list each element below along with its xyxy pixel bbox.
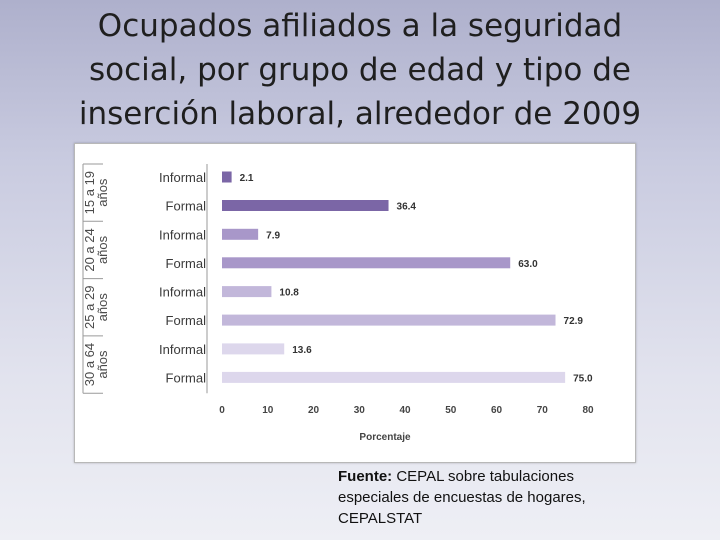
bar — [222, 228, 259, 240]
x-tick-label: 20 — [308, 405, 320, 416]
source-label: Fuente: — [338, 468, 393, 485]
bar — [222, 171, 232, 183]
x-axis-label: Porcentaje — [359, 432, 411, 443]
category-label: Formal — [166, 256, 207, 271]
source-text: CEPAL sobre tabulaciones especiales de e… — [338, 468, 586, 527]
x-tick-label: 30 — [354, 405, 366, 416]
bar — [222, 257, 511, 269]
bar — [222, 371, 566, 383]
data-label: 36.4 — [397, 202, 417, 213]
x-tick-label: 70 — [537, 405, 549, 416]
x-tick-label: 50 — [445, 405, 457, 416]
data-label: 10.8 — [279, 288, 299, 299]
data-label: 13.6 — [292, 345, 312, 356]
bar-chart: 15 a 19años Informal 2.1 Formal 36.4 20 a 24a… — [82, 163, 594, 443]
title-line-1: Ocupados afiliados a la seguridad — [97, 8, 623, 44]
data-label: 7.9 — [266, 230, 280, 241]
group-label: 30 a 64años — [82, 343, 110, 386]
bar — [222, 314, 556, 326]
data-label: 72.9 — [564, 316, 584, 327]
chart-panel: 15 a 19años Informal 2.1 Formal 36.4 20 a 24a… — [74, 143, 636, 463]
data-label: 63.0 — [518, 259, 538, 270]
group-label: 25 a 29años — [82, 286, 110, 329]
category-label: Formal — [166, 199, 207, 214]
x-tick-label: 0 — [219, 405, 225, 416]
title-line-2: social, por grupo de edad y tipo de — [88, 52, 631, 88]
bar — [222, 200, 389, 211]
x-tick-label: 80 — [582, 405, 594, 416]
x-tick-label: 60 — [491, 405, 503, 416]
bar — [222, 286, 272, 298]
category-label: Informal — [159, 342, 206, 357]
category-label: Informal — [159, 170, 206, 185]
group-label: 15 a 19años — [82, 171, 110, 214]
category-label: Formal — [166, 370, 207, 385]
data-label: 2.1 — [240, 173, 254, 184]
category-label: Formal — [166, 313, 207, 328]
data-label: 75.0 — [573, 373, 593, 384]
x-tick-label: 40 — [399, 405, 411, 416]
bar — [222, 343, 285, 355]
category-label: Informal — [159, 285, 206, 300]
x-tick-label: 10 — [262, 405, 274, 416]
source-note: Fuente: CEPAL sobre tabulaciones especia… — [338, 466, 638, 529]
group-label: 20 a 24años — [82, 228, 110, 271]
category-label: Informal — [159, 227, 206, 242]
title-line-3: inserción laboral, alrededor de 2009 — [78, 96, 642, 132]
page-title: Ocupados afiliados a la seguridad social… — [0, 4, 720, 136]
